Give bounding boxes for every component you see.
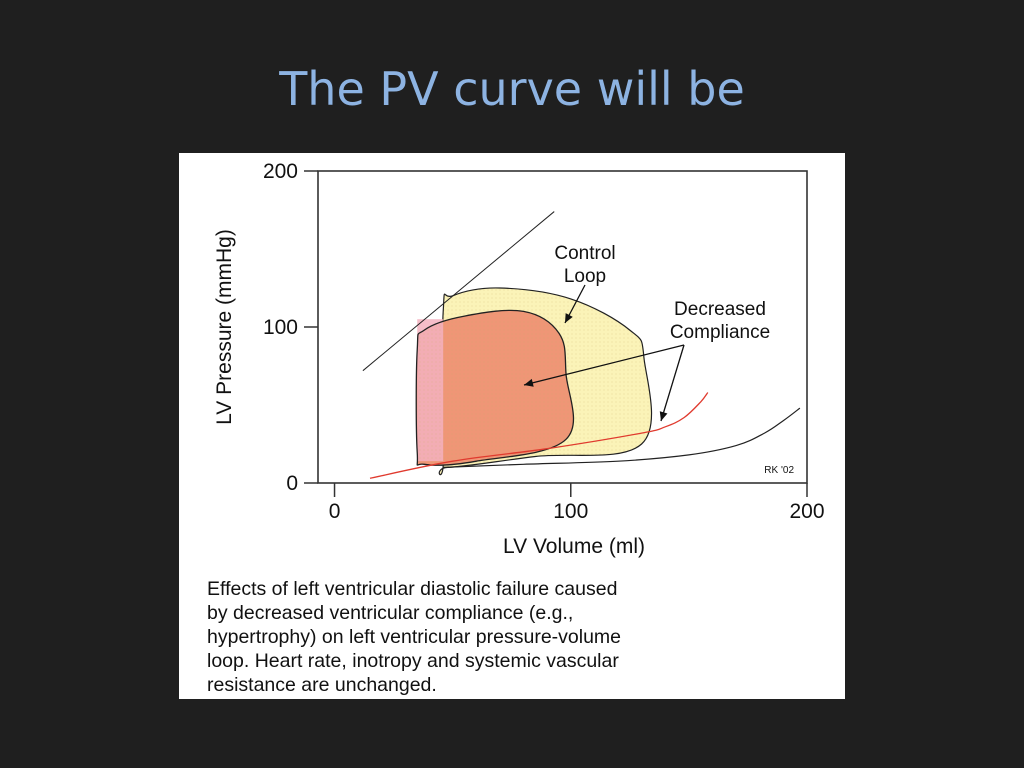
- slide-title: The PV curve will be: [279, 62, 745, 116]
- caption-line: hypertrophy) on left ventricular pressur…: [207, 626, 622, 648]
- caption-line: Effects of left ventricular diastolic fa…: [207, 578, 618, 600]
- control-edpvr-curve: [443, 407, 801, 468]
- y-tick-label: 100: [263, 316, 298, 339]
- caption-line: by decreased ventricular compliance (e.g…: [207, 602, 574, 624]
- y-tick-label: 0: [286, 472, 298, 495]
- y-tick-label: 200: [263, 160, 298, 183]
- x-tick-label: 200: [789, 500, 824, 523]
- y-axis-label: LV Pressure (mmHg): [213, 229, 236, 425]
- decreased-compliance-curve-arrow-head: [659, 411, 668, 421]
- figure-caption: Effects of left ventricular diastolic fa…: [207, 577, 837, 697]
- x-axis-label: LV Volume (ml): [503, 535, 645, 558]
- control-loop-arrow-head: [565, 313, 573, 323]
- pv-loop-chart: 0 100 200 0 100 200 LV Volume (ml) LV Pressure …: [213, 160, 825, 558]
- decreased-compliance-loop: [415, 309, 575, 466]
- decreased-compliance-label: Compliance: [670, 322, 770, 343]
- pv-loop-figure: 0 100 200 0 100 200 LV Volume (ml) LV Pressure …: [179, 153, 845, 699]
- decreased-compliance-edpvr-curve: [369, 392, 709, 479]
- decreased-compliance-label: Decreased: [674, 299, 766, 320]
- decreased-compliance-loop-arrow-head: [524, 378, 534, 387]
- x-tick-label: 100: [553, 500, 588, 523]
- caption-line: resistance are unchanged.: [207, 674, 437, 696]
- control-loop-label: Control: [554, 243, 615, 264]
- signature-text: RK '02: [764, 465, 794, 476]
- espvr-line: [362, 211, 555, 372]
- control-loop-label: Loop: [564, 266, 606, 287]
- caption-line: loop. Heart rate, inotropy and systemic …: [207, 650, 619, 672]
- decreased-compliance-curve-arrow: [660, 344, 685, 422]
- x-tick-label: 0: [329, 500, 341, 523]
- decreased-compliance-loop-arrow: [523, 344, 685, 386]
